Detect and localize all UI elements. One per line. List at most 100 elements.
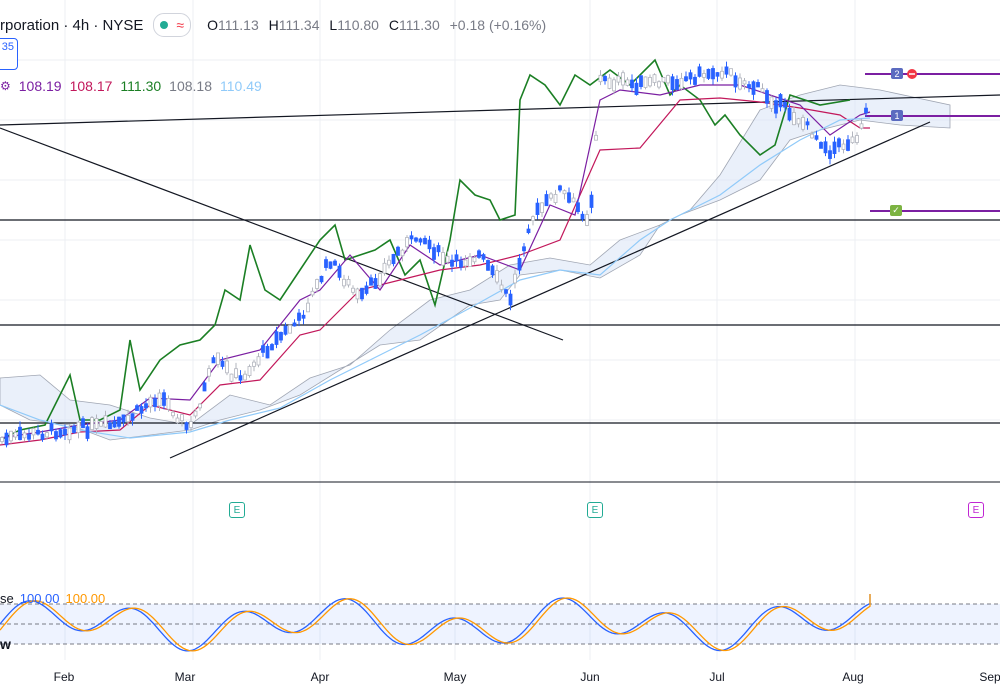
trendline-top <box>0 94 1000 126</box>
month-label-aug: Aug <box>842 670 864 684</box>
candle-body <box>576 202 580 212</box>
candle-body <box>864 107 868 114</box>
candle-body <box>427 239 432 250</box>
candle-body <box>486 260 490 271</box>
candle-body <box>729 68 733 76</box>
earnings-badge-2-label: E <box>591 504 599 516</box>
candle-body <box>252 361 256 367</box>
candle-body <box>202 382 207 392</box>
earnings-badge-1[interactable]: E <box>229 502 245 518</box>
candle-body <box>517 257 522 271</box>
candle-body <box>292 322 297 327</box>
candle-body <box>135 405 139 411</box>
candle-body <box>774 100 778 114</box>
candle-body <box>81 418 85 428</box>
candle-body <box>481 254 486 260</box>
trend-lines[interactable] <box>0 94 1000 459</box>
candle-body <box>189 421 193 428</box>
candle-body <box>328 261 333 269</box>
candle-body <box>837 138 841 148</box>
month-label-feb: Feb <box>53 670 75 684</box>
ohlc-change: +0.18 (+0.16%) <box>449 17 547 33</box>
leading-span-b <box>0 117 871 439</box>
horizontal-lines[interactable] <box>0 219 1000 424</box>
candle-body <box>571 197 576 203</box>
candle-body <box>711 68 715 80</box>
candle-body <box>261 345 265 353</box>
candle-body <box>477 250 481 258</box>
candle-body <box>661 77 666 83</box>
earnings-badge-3[interactable]: E <box>968 502 984 518</box>
ichimoku-value-2: 111.30 <box>120 78 162 94</box>
ohlc-close-key: C <box>388 17 399 33</box>
candle-body <box>373 278 378 289</box>
stoch-corner-label: w <box>0 636 11 652</box>
ohlc-high-key: H <box>268 17 279 33</box>
candle-body <box>117 416 121 427</box>
month-label-mar: Mar <box>174 670 196 684</box>
candle-body <box>675 79 679 90</box>
candle-body <box>625 79 630 86</box>
candle-body <box>99 421 103 427</box>
stoch-k-line <box>0 594 871 652</box>
candle-body <box>747 84 751 89</box>
symbol-title[interactable]: rporation · 4h · NYSE <box>0 16 144 34</box>
candle-body <box>549 193 553 199</box>
candle-body <box>472 257 477 263</box>
candle-body <box>337 265 342 278</box>
ohlc-high-value: 111.34 <box>278 17 320 33</box>
candle-body <box>18 426 22 441</box>
candle-body <box>504 289 508 294</box>
candle-body <box>4 432 9 446</box>
alert-tag-check[interactable]: ✓ <box>890 205 902 216</box>
candle-body <box>522 246 526 252</box>
candle-body <box>36 429 40 435</box>
candle-body <box>45 432 49 438</box>
candle-body <box>769 96 774 109</box>
candle-body <box>243 373 247 381</box>
symbol-header[interactable]: rporation · 4h · NYSE ≈ O111.13 H111.34 … <box>0 13 546 37</box>
month-label-jul: Jul <box>709 670 725 684</box>
candle-body <box>585 214 589 226</box>
alert-tag-1[interactable]: 1 <box>891 110 903 121</box>
candle-body <box>396 246 400 256</box>
candle-body <box>778 94 783 108</box>
candle-body <box>225 360 229 374</box>
ichimoku-settings-icon[interactable]: ⚙ <box>0 79 11 93</box>
candle-body <box>391 253 396 265</box>
indicator-count-badge[interactable]: 35 <box>0 38 18 70</box>
candle-body <box>693 76 697 85</box>
candle-body <box>805 121 810 126</box>
candle-body <box>162 392 166 406</box>
month-label-apr: Apr <box>310 670 330 684</box>
alert-tag-2[interactable]: 2 <box>891 68 903 79</box>
ichimoku-value-0: 108.19 <box>18 78 62 94</box>
candle-body <box>445 255 450 263</box>
candle-body <box>333 260 337 266</box>
stoch-d-line <box>0 594 871 652</box>
candle-body <box>544 194 549 207</box>
candle-body <box>27 434 31 440</box>
stoch-band-lines <box>0 603 1000 645</box>
candle-body <box>157 392 162 407</box>
ichimoku-legend[interactable]: ⚙ 108.19 108.17 111.30 108.18 110.49 <box>0 78 262 94</box>
market-status-pill[interactable]: ≈ <box>153 13 192 37</box>
candle-body <box>351 287 355 293</box>
candle-body <box>454 254 459 262</box>
candle-body <box>198 403 202 409</box>
candle-body <box>643 76 648 88</box>
candle-body <box>603 75 607 82</box>
market-open-icon <box>160 21 169 29</box>
candle-body <box>144 403 148 409</box>
candle-body <box>742 80 747 85</box>
candle-body <box>706 68 711 79</box>
candle-body <box>193 410 198 417</box>
candle-body <box>468 256 472 268</box>
earnings-badge-2[interactable]: E <box>587 502 603 518</box>
candle-body <box>270 344 274 351</box>
stoch-legend[interactable]: se 100.00 100.00 <box>0 591 105 606</box>
candle-body <box>787 107 792 121</box>
conversion-line <box>0 84 871 439</box>
candle-body <box>166 398 171 410</box>
